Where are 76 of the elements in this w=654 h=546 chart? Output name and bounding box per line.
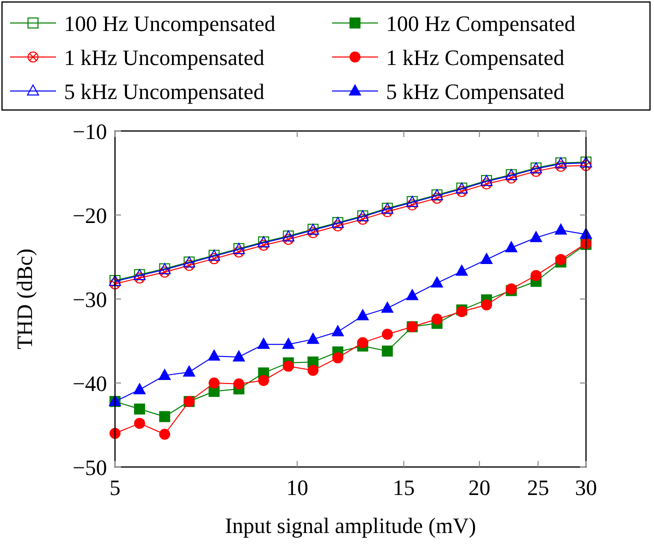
point [208,378,220,388]
point [432,314,443,325]
point [481,178,492,190]
point [580,228,592,239]
point [110,278,120,290]
legend-label: 5 kHz Uncompensated [64,79,264,104]
point [134,272,146,284]
point [580,160,592,171]
point [183,366,196,377]
point [134,418,146,429]
point [307,332,320,344]
point [159,411,170,422]
point [456,186,468,197]
x-axis-title: Input signal amplitude (mV) [224,513,476,538]
point [382,346,393,357]
y-tick-label: −30 [72,287,107,312]
point [282,360,294,372]
point [406,199,418,210]
point [382,328,393,340]
point [530,166,542,177]
point [530,231,542,242]
point [554,224,567,235]
point [406,289,418,300]
legend-label: 100 Hz Uncompensated [64,11,276,36]
point [159,266,170,278]
point [431,276,444,288]
point [258,338,270,349]
point [505,241,518,252]
legend-label: 1 kHz Uncompensated [64,45,264,70]
point [382,206,393,218]
point [456,264,468,276]
y-tick-label: −10 [72,119,107,144]
point [356,309,369,320]
point [134,383,146,394]
point [232,350,245,362]
x-tick-label: 25 [527,475,550,500]
y-tick-label: −40 [72,371,107,396]
point [282,338,294,349]
point [110,428,120,439]
x-tick-label: 5 [110,475,120,500]
point [481,299,492,310]
point [308,227,319,238]
point [159,428,170,440]
point [208,253,220,264]
x-tick-label: 20 [468,475,490,500]
point [555,160,566,172]
point [357,214,368,225]
point [506,172,517,184]
point [332,352,344,364]
point [332,220,344,232]
point [134,404,146,415]
legend-label: 5 kHz Compensated [386,79,564,104]
point [158,368,171,380]
point [308,364,319,376]
point [258,240,270,251]
point [432,192,443,204]
point [332,325,344,336]
x-tick-label: 15 [392,475,415,500]
legend-label: 100 Hz Compensated [386,11,576,36]
y-tick-label: −50 [72,455,107,480]
point [233,378,244,390]
point [233,246,244,258]
y-tick-label: −20 [72,203,107,228]
point [555,254,566,266]
y-axis-title: THD (dBc) [12,248,37,350]
point [282,234,294,245]
point [208,350,220,361]
point [480,253,493,264]
point [381,302,394,313]
x-tick-label: 30 [575,475,597,500]
point [530,270,542,281]
legend-label: 1 kHz Compensated [386,45,564,70]
point [184,260,195,271]
point [357,337,368,348]
x-tick-label: 10 [286,475,308,500]
point [258,374,270,386]
